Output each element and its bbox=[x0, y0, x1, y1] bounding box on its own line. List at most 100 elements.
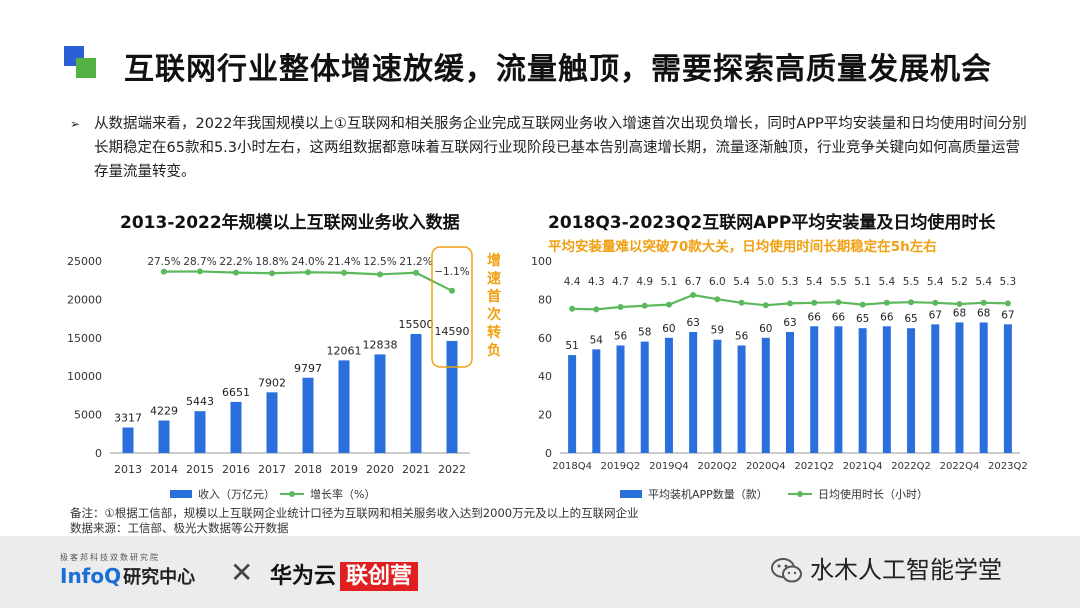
usage-label: 5.3 bbox=[782, 276, 799, 288]
growth-label: 24.0% bbox=[291, 256, 324, 268]
brand-logo-mark bbox=[64, 46, 98, 80]
usage-point bbox=[956, 301, 963, 307]
revenue-bar bbox=[158, 420, 170, 453]
revenue-bar-label: 4229 bbox=[150, 405, 178, 418]
app-count-bar bbox=[713, 339, 722, 453]
app-count-label: 68 bbox=[953, 307, 966, 319]
usage-point bbox=[617, 304, 624, 310]
app-count-label: 67 bbox=[1001, 309, 1014, 321]
usage-point bbox=[835, 299, 842, 306]
usage-label: 5.4 bbox=[975, 276, 992, 288]
app-count-label: 56 bbox=[735, 330, 749, 342]
revenue-bar-label: 15500 bbox=[399, 318, 434, 331]
revenue-bar bbox=[230, 401, 242, 453]
revenue-bar bbox=[302, 377, 314, 453]
revenue-bar bbox=[374, 354, 386, 453]
usage-point bbox=[811, 299, 818, 306]
huawei-logo: 华为云 联创营 bbox=[270, 558, 419, 591]
annotation-char: 速 bbox=[487, 270, 501, 287]
usage-label: 5.4 bbox=[733, 276, 750, 288]
app-count-bar bbox=[689, 332, 698, 453]
usage-point bbox=[932, 299, 939, 306]
usage-label: 4.4 bbox=[564, 276, 581, 288]
usage-point bbox=[714, 296, 721, 303]
usage-point bbox=[787, 300, 793, 307]
x-tick-label: 2018Q4 bbox=[552, 461, 592, 472]
app-chart-title: 2018Q3-2023Q2互联网APP平均安装量及日均使用时长 bbox=[548, 213, 996, 233]
revenue-bar-label: 14590 bbox=[435, 325, 470, 338]
footnote-note: 备注：①根据工信部，规模以上互联网企业统计口径为互联网和相关服务收入达到2000… bbox=[70, 506, 639, 520]
app-count-bar bbox=[955, 322, 964, 453]
app-count-bar bbox=[810, 326, 819, 453]
growth-label: 21.4% bbox=[327, 256, 360, 268]
app-count-label: 54 bbox=[590, 334, 604, 346]
annotation-char: 负 bbox=[487, 342, 501, 359]
app-count-bar bbox=[592, 349, 601, 453]
app-count-bar bbox=[568, 355, 577, 453]
page-title: 互联网行业整体增速放缓，流量触顶，需要探索高质量发展机会 bbox=[124, 52, 992, 87]
growth-point bbox=[197, 268, 203, 275]
usage-point bbox=[593, 306, 600, 313]
intro-paragraph: ➢ 从数据端来看，2022年我国规模以上①互联网和相关服务企业完成互联网业务收入… bbox=[70, 112, 1030, 184]
usage-point bbox=[883, 299, 890, 306]
revenue-bar bbox=[122, 427, 134, 453]
growth-label: 12.5% bbox=[363, 256, 396, 268]
growth-label: 28.7% bbox=[183, 256, 216, 268]
growth-label: 18.8% bbox=[255, 256, 288, 268]
annotation-char: 首 bbox=[487, 288, 501, 305]
revenue-bar-label: 6651 bbox=[222, 386, 250, 399]
app-count-label: 65 bbox=[904, 313, 917, 325]
app-count-bar bbox=[907, 328, 916, 453]
y-tick-label: 20000 bbox=[67, 293, 102, 306]
revenue-bar bbox=[446, 340, 458, 453]
legend-bar-swatch bbox=[620, 490, 642, 498]
usage-label: 5.0 bbox=[757, 276, 774, 288]
infoq-small-text: 极客邦科技双数研究院 bbox=[60, 553, 160, 562]
x-tick-label: 2023Q2 bbox=[988, 461, 1028, 472]
growth-point bbox=[161, 268, 167, 275]
wechat-account-name: 水木人工智能学堂 bbox=[810, 556, 1002, 584]
revenue-bar bbox=[194, 411, 206, 453]
legend-line-label: 增长率（%） bbox=[310, 487, 375, 501]
legend-line-label: 日均使用时长（小时） bbox=[818, 488, 928, 501]
x-tick-label: 2022 bbox=[438, 463, 466, 476]
usage-point bbox=[762, 302, 769, 309]
highlight-box bbox=[431, 246, 473, 368]
infoq-wordmark: InfoQ bbox=[60, 564, 122, 588]
x-tick-label: 2018 bbox=[294, 463, 322, 476]
app-count-label: 63 bbox=[783, 317, 796, 329]
legend-line-marker bbox=[797, 491, 803, 497]
app-count-bar bbox=[616, 345, 625, 453]
usage-point bbox=[859, 301, 866, 308]
growth-point bbox=[341, 269, 347, 276]
legend-bar-label: 收入（万亿元） bbox=[198, 487, 275, 501]
revenue-bar bbox=[338, 360, 350, 453]
x-tick-label: 2020Q2 bbox=[698, 461, 738, 472]
legend-line-marker bbox=[289, 491, 295, 497]
usage-point bbox=[908, 299, 915, 306]
app-count-bar bbox=[858, 328, 867, 453]
app-count-bar bbox=[737, 345, 746, 453]
y-tick-label: 100 bbox=[531, 255, 552, 268]
usage-label: 5.4 bbox=[878, 276, 895, 288]
x-tick-label: 2015 bbox=[186, 463, 214, 476]
y-tick-label: 25000 bbox=[67, 255, 102, 268]
app-count-label: 66 bbox=[880, 311, 894, 323]
revenue-chart: 0 5000 10000 15000 20000 25000 2013 2014 2015 201… bbox=[67, 246, 501, 501]
wechat-account: 水木人工智能学堂 bbox=[770, 550, 1002, 588]
wechat-icon bbox=[771, 558, 802, 583]
usage-label: 4.7 bbox=[612, 276, 629, 288]
x-tick-label: 2021Q2 bbox=[794, 461, 834, 472]
usage-label: 5.3 bbox=[1000, 276, 1017, 288]
bullet-arrow-icon: ➢ bbox=[70, 117, 81, 131]
usage-point bbox=[690, 292, 697, 298]
usage-label: 5.5 bbox=[830, 276, 847, 288]
revenue-bar-label: 12838 bbox=[363, 338, 398, 351]
usage-label: 6.0 bbox=[709, 276, 726, 288]
y-tick-label: 5000 bbox=[74, 409, 102, 422]
usage-point bbox=[665, 301, 672, 308]
app-count-bar bbox=[882, 326, 891, 453]
growth-point bbox=[305, 269, 311, 276]
x-tick-label: 2022Q4 bbox=[940, 461, 980, 472]
revenue-bar-label: 9797 bbox=[294, 362, 322, 375]
